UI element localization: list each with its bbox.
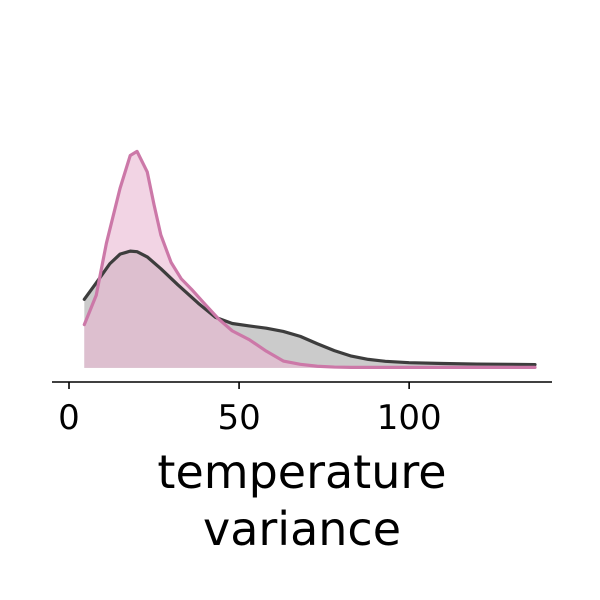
series-layer bbox=[82, 149, 537, 369]
x-ticks: 0 50 100 bbox=[58, 382, 442, 438]
x-tick-label: 50 bbox=[217, 398, 260, 438]
series-area-pink bbox=[84, 151, 535, 368]
x-axis-label-line-1: temperature bbox=[157, 445, 446, 499]
series-line-pink bbox=[82, 149, 537, 369]
x-tick-label: 0 bbox=[58, 398, 80, 438]
x-axis-label-line-2: variance bbox=[203, 502, 401, 556]
x-tick-label: 100 bbox=[377, 398, 442, 438]
series-line-gray bbox=[82, 249, 537, 367]
